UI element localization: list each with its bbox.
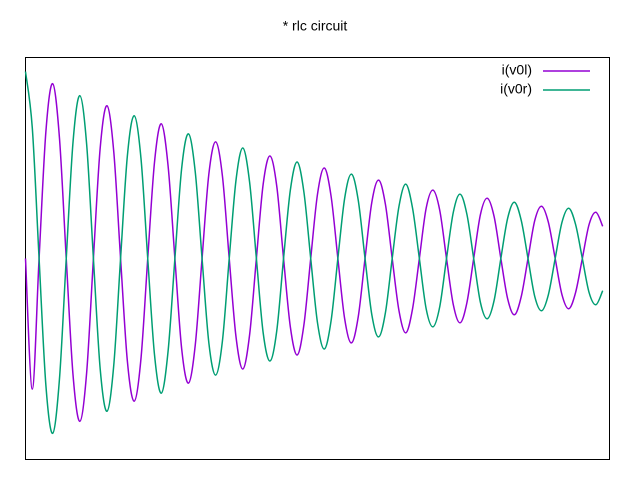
- chart-title: * rlc circuit: [283, 18, 348, 34]
- legend-label: i(v0l): [502, 62, 532, 78]
- series-line: [24, 71, 604, 435]
- legend-label: i(v0r): [500, 81, 532, 97]
